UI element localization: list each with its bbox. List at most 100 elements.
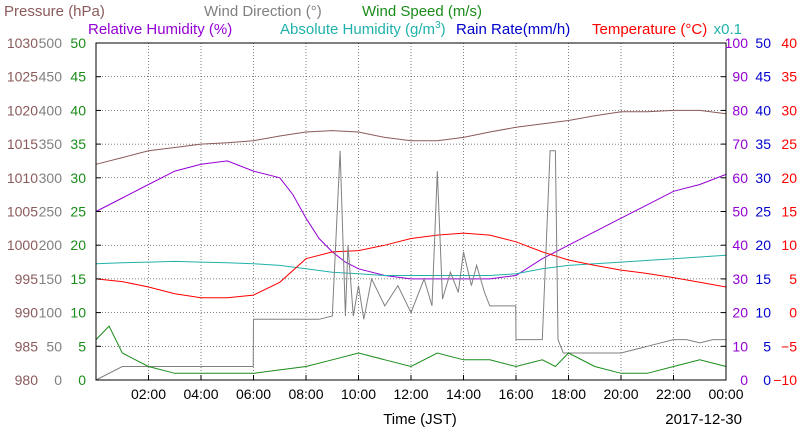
title-pressure-hpa: Pressure (hPa) bbox=[4, 3, 105, 20]
title-relative-humidity: Relative Humidity (%) bbox=[88, 21, 232, 38]
x-tick-label: 04:00 bbox=[183, 386, 218, 402]
wind-direction-tick-label: 100 bbox=[39, 305, 63, 321]
wind-speed-tick-label: 15 bbox=[70, 271, 86, 287]
grid-lines bbox=[96, 43, 726, 380]
x-tick-label: 00:00 bbox=[708, 386, 743, 402]
series-wind-speed-m-s bbox=[95, 325, 727, 374]
wind-direction-tick-label: 450 bbox=[39, 69, 63, 85]
rain-rate-tick-label: 20 bbox=[755, 237, 771, 253]
rain-rate-tick-label: 10 bbox=[755, 305, 771, 321]
temperature-tick-label: −5 bbox=[781, 338, 797, 354]
wind-speed-tick-label: 5 bbox=[78, 338, 86, 354]
humidity-tick-label: 10 bbox=[732, 338, 748, 354]
temperature-tick-label: 0 bbox=[789, 305, 797, 321]
temperature-tick-label: 25 bbox=[781, 136, 797, 152]
pressure-tick-label: 990 bbox=[15, 305, 39, 321]
wind-direction-tick-label: 350 bbox=[39, 136, 63, 152]
series-temperature-c bbox=[95, 232, 727, 299]
wind-direction-tick-label: 0 bbox=[54, 372, 62, 388]
x-axis: 02:00 04:00 06:00 08:00 10:00 12:00 14:00 16:00… bbox=[131, 375, 744, 402]
pressure-tick-label: 1015 bbox=[7, 136, 38, 152]
temperature-tick-label: 10 bbox=[781, 237, 797, 253]
wind-direction-tick-label: 300 bbox=[39, 170, 63, 186]
pressure-tick-label: 1025 bbox=[7, 69, 38, 85]
rain-rate-tick-label: 50 bbox=[755, 35, 771, 51]
wind-speed-tick-label: 50 bbox=[70, 35, 86, 51]
chart-date: 2017-12-30 bbox=[665, 411, 742, 428]
rain-rate-tick-label: 0 bbox=[763, 372, 771, 388]
x-tick-label: 08:00 bbox=[288, 386, 323, 402]
left-axes: 1030102510201015101010051000995990985980… bbox=[7, 35, 101, 388]
rain-rate-tick-label: 25 bbox=[755, 204, 771, 220]
temperature-tick-label: 30 bbox=[781, 102, 797, 118]
wind-direction-tick-label: 200 bbox=[39, 237, 63, 253]
series-pressure-hpa bbox=[95, 109, 727, 165]
x-tick-label: 20:00 bbox=[603, 386, 638, 402]
pressure-tick-label: 980 bbox=[15, 372, 39, 388]
temperature-tick-label: 5 bbox=[789, 271, 797, 287]
wind-speed-tick-label: 10 bbox=[70, 305, 86, 321]
pressure-tick-label: 1010 bbox=[7, 170, 38, 186]
x-tick-label: 06:00 bbox=[236, 386, 271, 402]
wind-speed-tick-label: 35 bbox=[70, 136, 86, 152]
humidity-tick-label: 80 bbox=[732, 102, 748, 118]
pressure-tick-label: 985 bbox=[15, 338, 39, 354]
x-tick-label: 16:00 bbox=[498, 386, 533, 402]
humidity-tick-label: 20 bbox=[732, 305, 748, 321]
title-row-humidity-rain-temp: Relative Humidity (%) Absolute Humidity (… bbox=[88, 20, 707, 38]
temperature-tick-label: −10 bbox=[773, 372, 797, 388]
title-temperature-c: Temperature (°C) bbox=[592, 21, 707, 38]
title-rain-rate-mm-h: Rain Rate(mm/h) bbox=[456, 21, 570, 38]
wind-speed-tick-label: 0 bbox=[78, 372, 86, 388]
temperature-tick-label: 20 bbox=[781, 170, 797, 186]
x-tick-label: 02:00 bbox=[131, 386, 166, 402]
pressure-tick-label: 1005 bbox=[7, 204, 38, 220]
x-tick-label: 10:00 bbox=[341, 386, 376, 402]
wind-speed-tick-label: 40 bbox=[70, 102, 86, 118]
rain-rate-tick-label: 15 bbox=[755, 271, 771, 287]
pressure-tick-label: 1030 bbox=[7, 35, 38, 51]
wind-direction-tick-label: 50 bbox=[46, 338, 62, 354]
wind-speed-tick-label: 20 bbox=[70, 237, 86, 253]
humidity-tick-label: 0 bbox=[740, 372, 748, 388]
rain-rate-tick-label: 30 bbox=[755, 170, 771, 186]
humidity-tick-label: 40 bbox=[732, 237, 748, 253]
x-axis-label: Time (JST) bbox=[383, 411, 457, 428]
x-tick-label: 12:00 bbox=[393, 386, 428, 402]
wind-speed-tick-label: 25 bbox=[70, 204, 86, 220]
temperature-tick-label: 15 bbox=[781, 204, 797, 220]
abs-humidity-superscript: 3 bbox=[435, 20, 441, 31]
wind-direction-tick-label: 150 bbox=[39, 271, 63, 287]
wind-speed-tick-label: 30 bbox=[70, 170, 86, 186]
wind-direction-tick-label: 250 bbox=[39, 204, 63, 220]
series-absolute-humidity-g-m3-x0-1 bbox=[95, 254, 727, 276]
title-wind-speed-m-s: Wind Speed (m/s) bbox=[362, 3, 482, 20]
humidity-tick-label: 70 bbox=[732, 136, 748, 152]
temperature-tick-label: 40 bbox=[781, 35, 797, 51]
series-relative-humidity bbox=[95, 160, 727, 280]
wind-direction-tick-label: 400 bbox=[39, 102, 63, 118]
pressure-tick-label: 1000 bbox=[7, 237, 38, 253]
title-row-pressure-wind: Pressure (hPa) Wind Direction (°) Wind Spe… bbox=[4, 3, 482, 20]
x-tick-label: 18:00 bbox=[551, 386, 586, 402]
rain-rate-tick-label: 45 bbox=[755, 69, 771, 85]
rain-rate-tick-label: 40 bbox=[755, 102, 771, 118]
x-tick-label: 14:00 bbox=[446, 386, 481, 402]
rain-rate-tick-label: 35 bbox=[755, 136, 771, 152]
temperature-tick-label: 35 bbox=[781, 69, 797, 85]
wind-speed-tick-label: 45 bbox=[70, 69, 86, 85]
pressure-tick-label: 995 bbox=[15, 271, 39, 287]
humidity-tick-label: 90 bbox=[732, 69, 748, 85]
rain-rate-tick-label: 5 bbox=[763, 338, 771, 354]
pressure-tick-label: 1020 bbox=[7, 102, 38, 118]
humidity-tick-label: 30 bbox=[732, 271, 748, 287]
humidity-tick-label: 100 bbox=[725, 35, 749, 51]
abs-humidity-scale-label: x0.1 bbox=[714, 21, 742, 38]
title-wind-direction: Wind Direction (°) bbox=[204, 3, 322, 20]
title-absolute-humidity-g-m: Absolute Humidity (g/m3) bbox=[280, 20, 446, 38]
humidity-tick-label: 60 bbox=[732, 170, 748, 186]
right-axes: 1009080706050403020100504540353025201510… bbox=[721, 35, 797, 388]
x-tick-label: 22:00 bbox=[656, 386, 691, 402]
